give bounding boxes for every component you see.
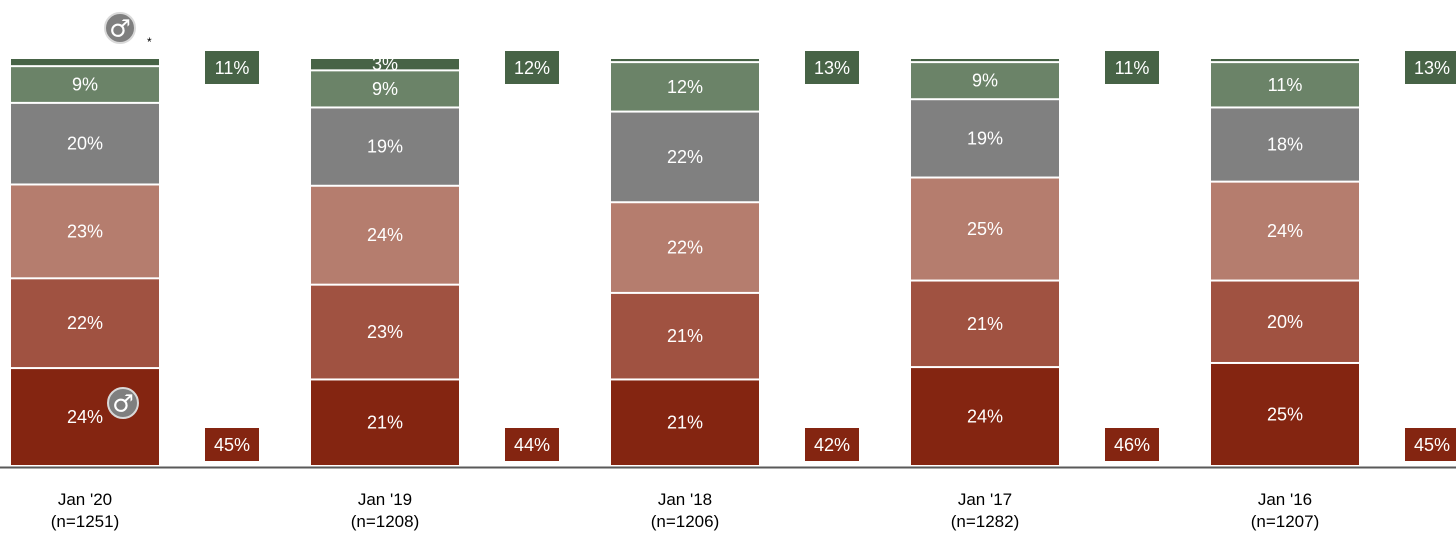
bar-segment — [1211, 63, 1359, 107]
bottom-total-label: 42% — [814, 435, 850, 455]
bottom-total-box — [505, 428, 559, 461]
sample-size-label: (n=1251) — [51, 512, 120, 531]
male-symbol-icon: ♂ — [107, 387, 139, 419]
data-label: 9% — [72, 75, 98, 95]
data-label: 25% — [967, 219, 1003, 239]
top-total-box — [1105, 51, 1159, 84]
top-total-box — [205, 51, 259, 84]
bottom-total-box — [205, 428, 259, 461]
marker-glyph: ♂ — [112, 389, 134, 417]
bar-segment — [1211, 281, 1359, 362]
bar-segment — [911, 368, 1059, 465]
bar-segment — [611, 293, 759, 379]
marker-circle — [107, 387, 139, 419]
bar-segment — [611, 380, 759, 465]
bar-segment — [311, 186, 459, 284]
bar-segment — [311, 108, 459, 185]
data-label: 9% — [972, 71, 998, 91]
bar-segment — [311, 285, 459, 379]
bar-segment — [611, 203, 759, 292]
bar-segment — [611, 63, 759, 111]
data-label: 23% — [367, 322, 403, 342]
bar-segment — [11, 59, 159, 66]
top-total-box — [505, 51, 559, 84]
top-total-box — [1405, 51, 1456, 84]
bar-segment — [11, 369, 159, 465]
bottom-total-label: 44% — [514, 435, 550, 455]
data-label: 3% — [372, 54, 398, 74]
data-label: 22% — [667, 238, 703, 258]
bar-segment — [611, 59, 759, 62]
bar-segment — [911, 63, 1059, 99]
data-label: 11% — [1268, 75, 1303, 95]
data-label: 19% — [967, 128, 1003, 148]
top-total-label: 13% — [1414, 58, 1450, 78]
male-symbol-icon: ♂ — [104, 12, 136, 44]
bar-segment — [1211, 182, 1359, 280]
data-label: 25% — [1267, 404, 1303, 424]
data-label: 24% — [967, 407, 1003, 427]
top-total-label: 11% — [1115, 58, 1150, 78]
sample-size-label: (n=1207) — [1251, 512, 1320, 531]
marker-circle — [104, 12, 136, 44]
bar-segment — [911, 281, 1059, 367]
bottom-total-label: 46% — [1114, 435, 1150, 455]
data-label: 19% — [367, 137, 403, 157]
data-label: 21% — [367, 413, 403, 433]
bottom-total-box — [805, 428, 859, 461]
bar-segment — [1211, 363, 1359, 465]
bar-segment — [911, 59, 1059, 62]
bar-group: 24% 22% 23% 20% 9% — [11, 59, 159, 465]
bar-segment — [311, 71, 459, 107]
bar-group: 21% 23% 24% 19% 9% 3% — [311, 54, 459, 465]
bar-segment — [11, 103, 159, 184]
sample-size-label: (n=1208) — [351, 512, 420, 531]
data-label: 21% — [667, 413, 703, 433]
data-label: 9% — [372, 79, 398, 99]
x-tick-label: Jan '19 — [358, 490, 412, 509]
bottom-total-box — [1105, 428, 1159, 461]
bottom-total-box — [1405, 428, 1456, 461]
bar-segment — [1211, 108, 1359, 181]
x-tick-label: Jan '17 — [958, 490, 1012, 509]
top-total-label: 12% — [514, 58, 550, 78]
bar-segment — [11, 67, 159, 102]
data-label: 18% — [1267, 135, 1303, 155]
bottom-total-label: 45% — [214, 435, 250, 455]
data-label: 22% — [667, 147, 703, 167]
asterisk-note: * — [147, 35, 152, 49]
sample-size-label: (n=1206) — [651, 512, 720, 531]
data-label: 24% — [1267, 221, 1303, 241]
bar-segment — [311, 380, 459, 465]
bar-segment — [911, 178, 1059, 280]
bar-segment — [311, 59, 459, 70]
data-label: 20% — [67, 134, 103, 154]
bar-segment — [11, 279, 159, 368]
bar-group: 21% 21% 22% 22% 12% — [611, 59, 759, 465]
top-total-label: 11% — [215, 58, 250, 78]
data-label: 12% — [667, 77, 703, 97]
data-label: 23% — [67, 221, 103, 241]
data-label: 20% — [1267, 312, 1303, 332]
top-total-box — [805, 51, 859, 84]
data-label: 21% — [967, 314, 1003, 334]
top-total-label: 13% — [814, 58, 850, 78]
bar-segment — [1211, 59, 1359, 62]
x-tick-label: Jan '16 — [1258, 490, 1312, 509]
x-tick-label: Jan '18 — [658, 490, 712, 509]
bar-group: 25% 20% 24% 18% 11% — [1211, 59, 1359, 465]
data-label: 21% — [667, 326, 703, 346]
sample-size-label: (n=1282) — [951, 512, 1020, 531]
bar-segment — [911, 100, 1059, 177]
data-label: 24% — [367, 225, 403, 245]
bar-segment — [11, 185, 159, 278]
bar-group: 24% 21% 25% 19% 9% — [911, 59, 1059, 465]
bar-segment — [611, 112, 759, 202]
marker-glyph: ♂ — [109, 14, 131, 42]
data-label: 22% — [67, 313, 103, 333]
bottom-total-label: 45% — [1414, 435, 1450, 455]
data-label: 24% — [67, 407, 103, 427]
x-tick-label: Jan '20 — [58, 490, 112, 509]
